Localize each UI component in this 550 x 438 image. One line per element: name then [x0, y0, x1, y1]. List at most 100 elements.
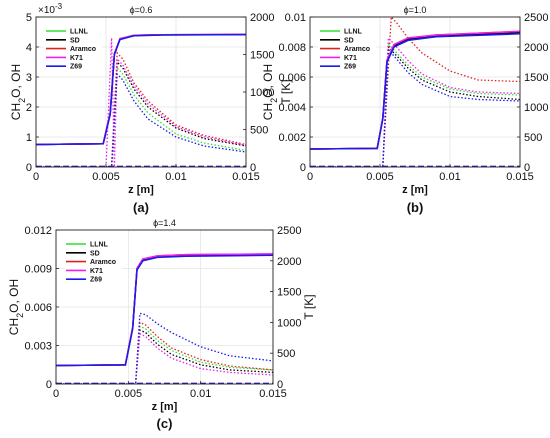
temperature-line-z69: [310, 33, 520, 150]
y-right-tick-label: 0: [524, 162, 530, 174]
chart-title: ϕ=1.0: [404, 5, 427, 15]
y-left-tick-label: 4: [26, 42, 32, 54]
x-tick-label: 0.015: [506, 171, 534, 183]
x-tick-label: 0: [307, 171, 313, 183]
legend-entry-sd: SD: [70, 37, 80, 44]
legend-entry-z69: Z69: [344, 64, 356, 71]
y-left-axis-label: CH2O, OH: [9, 64, 27, 120]
legend-entry-sd: SD: [90, 250, 100, 257]
chart-title: ϕ=0.6: [130, 5, 153, 15]
y-left-label-part: CH: [261, 103, 275, 120]
axes-box: [309, 16, 521, 168]
panel-label: (a): [133, 200, 149, 215]
legend-entry-llnl: LLNL: [344, 29, 363, 36]
y-left-tick-label: 0: [26, 162, 32, 174]
legend-entry-z69: Z69: [90, 277, 102, 284]
exponent-base: ×10: [38, 5, 55, 16]
y-right-tick-label: 1000: [524, 102, 548, 114]
x-axis-label: z [m]: [402, 184, 428, 196]
temperature-line-z69: [56, 254, 273, 367]
y-right-tick-label: 1000: [250, 87, 274, 99]
chart-title: ϕ=1.4: [153, 218, 176, 228]
ch2o-line-aramco: [36, 51, 246, 167]
y-left-label-part: CH: [9, 103, 23, 120]
legend-entry-aramco: Aramco: [70, 46, 96, 53]
y-left-tick-label: 0.012: [24, 225, 52, 237]
x-tick-label: 0.005: [366, 171, 394, 183]
panel-label: (b): [407, 200, 424, 215]
y-left-tick-label: 0.002: [278, 132, 306, 144]
x-tick-label: 0: [53, 388, 59, 400]
y-left-tick-label: 3: [26, 72, 32, 84]
x-tick-label: 0.01: [165, 171, 186, 183]
y-left-label-subscript: 2: [15, 313, 25, 318]
legend-entry-k71: K71: [70, 55, 83, 62]
ch2o-line-k71: [36, 37, 246, 167]
legend-entry-k71: K71: [344, 55, 357, 62]
exponent-power: -3: [55, 2, 63, 11]
ch2o-line-z69: [36, 72, 246, 167]
y-left-label-subscript: 2: [269, 98, 279, 103]
y-right-tick-label: 1000: [277, 317, 301, 329]
y-right-axis-label: T [K]: [279, 79, 293, 104]
y-left-tick-label: 0.004: [278, 102, 306, 114]
y-left-tick-label: 0.006: [278, 72, 306, 84]
y-left-tick-label: 0.003: [24, 341, 52, 353]
legend-entry-aramco: Aramco: [90, 259, 116, 266]
y-left-tick-label: 0: [300, 162, 306, 174]
legend-entry-sd: SD: [344, 37, 354, 44]
y-left-tick-label: 0.009: [24, 264, 52, 276]
legend-entry-aramco: Aramco: [344, 46, 370, 53]
exponent-label: ×10-3: [38, 2, 63, 17]
y-left-label-subscript: 2: [17, 98, 27, 103]
panel-label: (c): [157, 416, 173, 431]
y-left-axis-label: CH2O, OH: [261, 64, 279, 120]
chart-panel-2: 0 0.005 0.01 0.01500.0020.0040.0060.0080.01…: [261, 5, 550, 215]
y-right-tick-label: 2500: [277, 225, 301, 237]
x-tick-label: 0.005: [92, 171, 120, 183]
x-axis-label: z [m]: [152, 401, 178, 413]
chart-panel-3: 0 0.005 0.01 0.01500.0030.0060.0090.0120500…: [7, 218, 316, 431]
legend-entry-llnl: LLNL: [90, 242, 109, 249]
y-right-tick-label: 500: [277, 348, 295, 360]
y-left-axis-label: CH2O, OH: [7, 279, 25, 335]
y-left-label-part: O, OH: [9, 64, 23, 98]
y-left-tick-label: 2: [26, 102, 32, 114]
series-lines: [56, 253, 273, 384]
y-left-tick-label: 5: [26, 12, 32, 24]
y-left-tick-label: 1: [26, 132, 32, 144]
series-lines: [310, 17, 520, 167]
x-tick-label: 0.01: [439, 171, 460, 183]
y-right-tick-label: 2500: [524, 12, 548, 24]
temperature-line-z69: [36, 33, 246, 146]
y-right-tick-label: 2000: [277, 256, 301, 268]
y-right-tick-label: 1500: [524, 72, 548, 84]
x-axis-label: z [m]: [128, 184, 154, 196]
y-right-axis-label: T [K]: [302, 294, 316, 319]
y-left-label-part: CH: [7, 318, 21, 335]
legend-entry-k71: K71: [90, 268, 103, 275]
y-right-tick-label: 500: [250, 125, 268, 137]
y-left-tick-label: 0: [46, 379, 52, 391]
y-right-tick-label: 0: [250, 162, 256, 174]
y-left-tick-label: 0.006: [24, 302, 52, 314]
y-left-label-part: O, OH: [261, 64, 275, 98]
ch2o-line-sd: [56, 329, 273, 384]
y-right-tick-label: 1500: [277, 287, 301, 299]
y-right-tick-label: 1500: [250, 50, 274, 62]
x-tick-label: 0.005: [115, 388, 143, 400]
ch2o-line-llnl: [310, 42, 520, 167]
x-tick-label: 0.01: [190, 388, 211, 400]
legend-entry-llnl: LLNL: [70, 29, 89, 36]
y-left-label-part: O, OH: [7, 279, 21, 313]
series-lines: [36, 33, 246, 167]
y-left-tick-label: 0.008: [278, 42, 306, 54]
y-right-tick-label: 0: [277, 379, 283, 391]
y-right-tick-label: 500: [524, 132, 542, 144]
y-left-tick-label: 0.01: [285, 12, 306, 24]
